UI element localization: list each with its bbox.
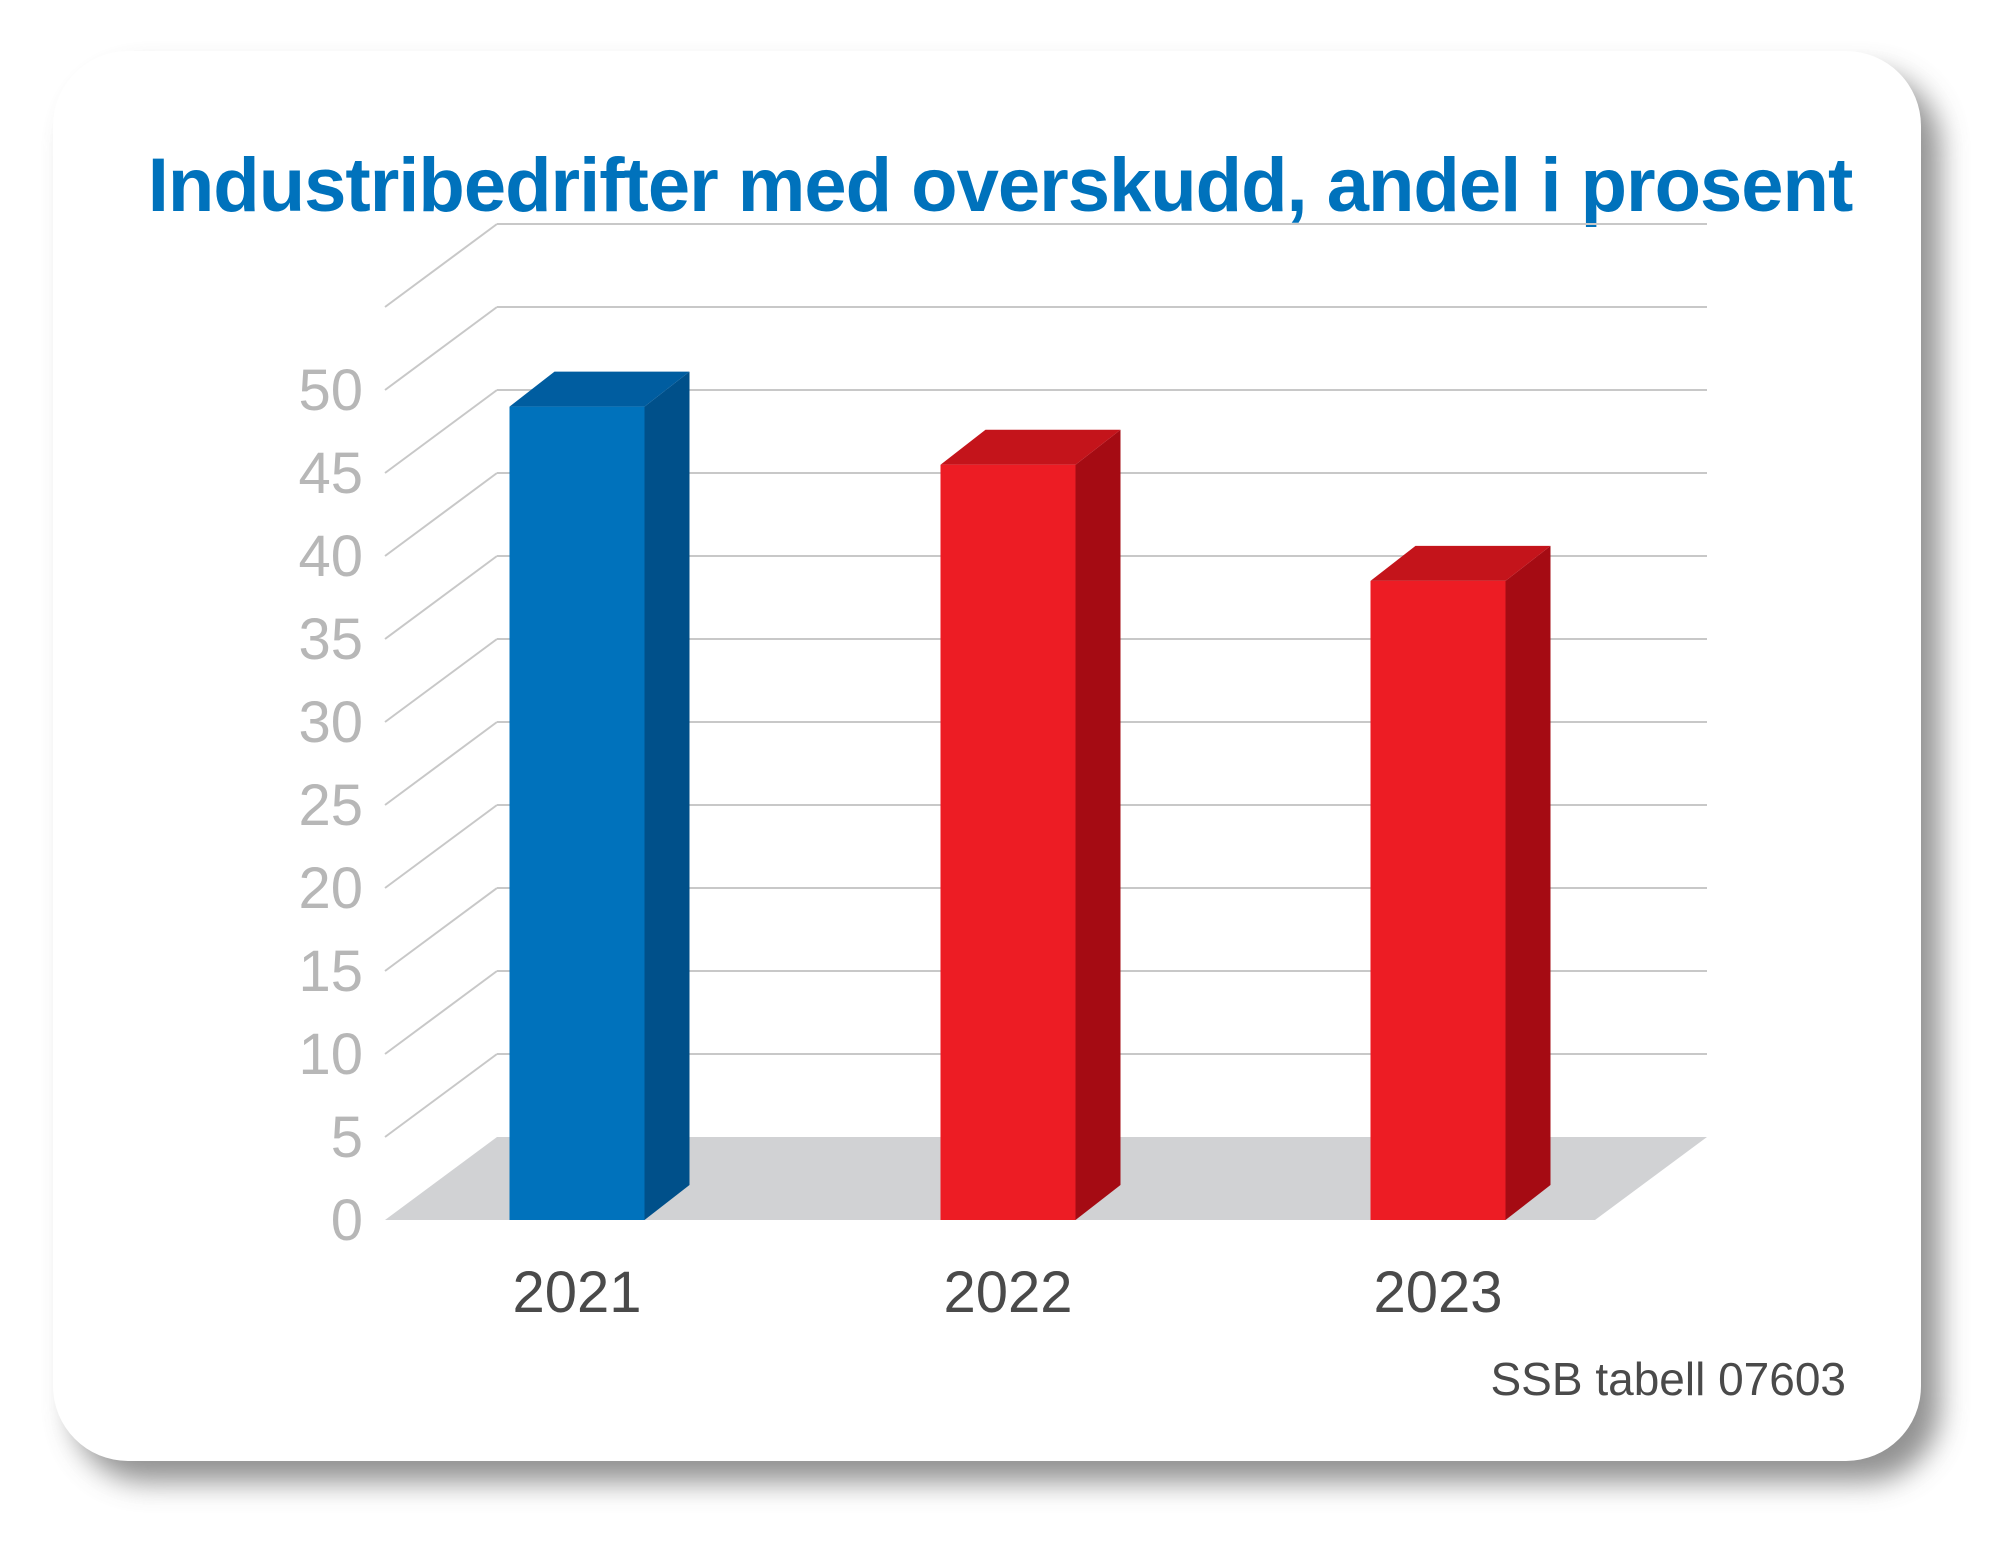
gridline-side	[384, 472, 498, 557]
gridline-side	[384, 638, 498, 723]
gridline-side	[384, 555, 498, 640]
gridline-side	[384, 970, 498, 1055]
y-tick-label: 50	[298, 358, 363, 423]
bar-front	[1370, 580, 1506, 1220]
y-tick-label: 35	[298, 607, 363, 672]
gridline-side	[384, 1053, 498, 1138]
bar-top	[509, 371, 690, 407]
bar-2022	[940, 429, 1121, 1220]
x-tick-label: 2023	[1373, 1260, 1502, 1325]
y-tick-label: 10	[298, 1022, 363, 1087]
bar-side	[644, 371, 690, 1221]
bar-2021	[509, 371, 690, 1221]
y-tick-label: 45	[298, 441, 363, 506]
y-tick-label: 0	[331, 1188, 363, 1253]
bar-side	[1075, 429, 1121, 1220]
gridline-side	[384, 389, 498, 474]
bar-top	[1370, 545, 1551, 581]
bar-2023	[1370, 545, 1551, 1220]
x-tick-label: 2022	[943, 1260, 1072, 1325]
gridline-side	[384, 306, 498, 391]
gridline-side	[384, 887, 498, 972]
bar-front	[940, 464, 1076, 1220]
source-note: SSB tabell 07603	[1490, 1353, 1847, 1405]
gridline-side	[384, 721, 498, 806]
bar-side	[1505, 545, 1551, 1220]
y-tick-label: 15	[298, 939, 363, 1004]
x-tick-label: 2021	[512, 1260, 641, 1325]
chart-title: Industribedrifter med overskudd, andel i…	[147, 143, 1854, 228]
y-tick-label: 25	[298, 773, 363, 838]
bar-top	[940, 429, 1121, 465]
gridline-side	[384, 223, 498, 308]
y-tick-label: 5	[331, 1105, 363, 1170]
bar-front	[509, 406, 645, 1221]
gridline-side	[384, 804, 498, 889]
y-tick-label: 40	[298, 524, 363, 589]
y-tick-label: 30	[298, 690, 363, 755]
y-tick-label: 20	[298, 856, 363, 921]
